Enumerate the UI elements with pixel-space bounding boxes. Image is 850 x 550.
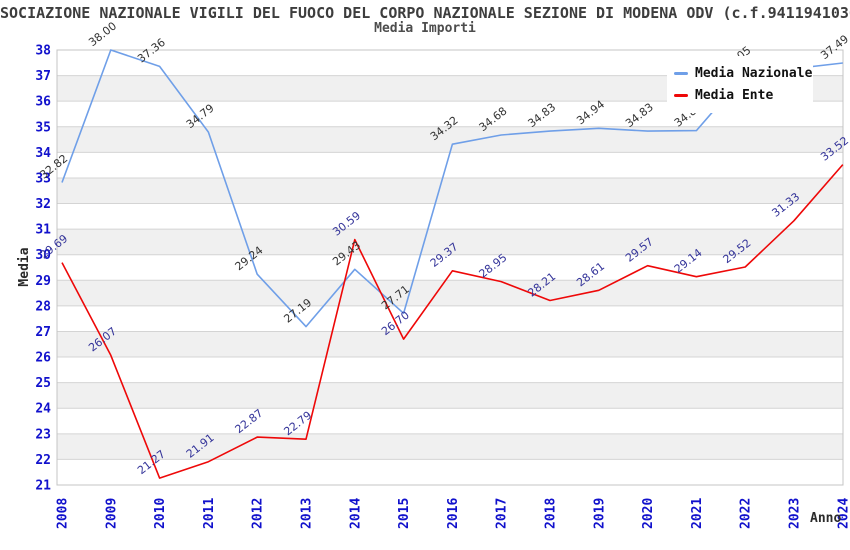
chart-subtitle: Media Importi — [374, 21, 476, 36]
x-tick-label: 2008 — [56, 498, 71, 529]
x-tick-label: 2014 — [348, 498, 363, 529]
y-tick-label: 25 — [35, 376, 51, 391]
y-tick-label: 37 — [35, 69, 51, 84]
y-tick-label: 31 — [35, 223, 51, 238]
x-tick-label: 2021 — [690, 498, 705, 529]
x-tick-label: 2017 — [495, 498, 510, 529]
y-tick-label: 32 — [35, 197, 51, 212]
data-label: 34.83 — [525, 101, 558, 131]
y-tick-label: 36 — [35, 95, 51, 110]
plot-band — [57, 382, 843, 409]
plot-band — [57, 177, 843, 204]
y-tick-label: 33 — [35, 171, 51, 186]
y-tick-label: 29 — [35, 274, 51, 289]
y-tick-label: 30 — [35, 248, 51, 263]
y-tick-label: 21 — [35, 479, 51, 494]
x-axis-title: Anno — [810, 511, 842, 526]
media-nazionale-line-marker-icon — [674, 72, 688, 75]
data-label: 28.95 — [477, 251, 510, 281]
x-tick-label: 2024 — [836, 498, 850, 529]
legend-label: Media Ente — [695, 88, 774, 103]
y-tick-label: 26 — [35, 351, 51, 366]
y-tick-label: 28 — [35, 299, 51, 314]
chart-title: SOCIAZIONE NAZIONALE VIGILI DEL FUOCO DE… — [0, 4, 850, 22]
y-tick-label: 23 — [35, 427, 51, 442]
data-label: 34.83 — [623, 101, 656, 131]
y-tick-label: 24 — [35, 402, 51, 417]
legend-label: Media Nazionale — [695, 66, 813, 81]
legend: Media Nazionale Media Ente — [667, 56, 813, 113]
legend-item-media-nazionale: Media Nazionale — [674, 66, 813, 81]
x-tick-label: 2012 — [251, 498, 266, 529]
y-tick-label: 38 — [35, 44, 51, 59]
y-tick-label: 34 — [35, 146, 51, 161]
x-tick-label: 2015 — [397, 498, 412, 529]
x-tick-label: 2010 — [153, 498, 168, 529]
plot-band — [57, 331, 843, 358]
y-tick-label: 27 — [35, 325, 51, 340]
x-tick-label: 2022 — [739, 498, 754, 529]
x-tick-label: 2016 — [446, 498, 461, 529]
data-label: 38.00 — [86, 19, 119, 49]
data-label: 34.94 — [574, 98, 607, 128]
y-tick-label: 35 — [35, 120, 51, 135]
x-tick-label: 2019 — [592, 498, 607, 529]
y-axis-title: Media — [17, 247, 32, 287]
x-tick-label: 2013 — [300, 498, 315, 529]
media-ente-line — [61, 164, 844, 479]
x-tick-label: 2009 — [104, 498, 119, 529]
media-nazionale-line — [61, 49, 843, 328]
plot-band — [57, 433, 843, 460]
y-tick-label: 22 — [35, 453, 51, 468]
plot-frame — [56, 49, 844, 486]
data-label: 37.36 — [135, 36, 168, 66]
plot-band — [57, 229, 843, 255]
plot-band — [57, 280, 843, 306]
x-tick-label: 2011 — [202, 498, 217, 529]
legend-item-media-ente: Media Ente — [674, 88, 813, 103]
data-label: 22.87 — [233, 407, 266, 437]
data-label: 37.49 — [818, 32, 850, 62]
media-ente-line-marker-icon — [674, 94, 688, 97]
plot-band — [57, 126, 843, 153]
x-tick-label: 2023 — [788, 498, 803, 529]
x-tick-label: 2018 — [544, 498, 559, 529]
x-tick-label: 2020 — [641, 498, 656, 529]
